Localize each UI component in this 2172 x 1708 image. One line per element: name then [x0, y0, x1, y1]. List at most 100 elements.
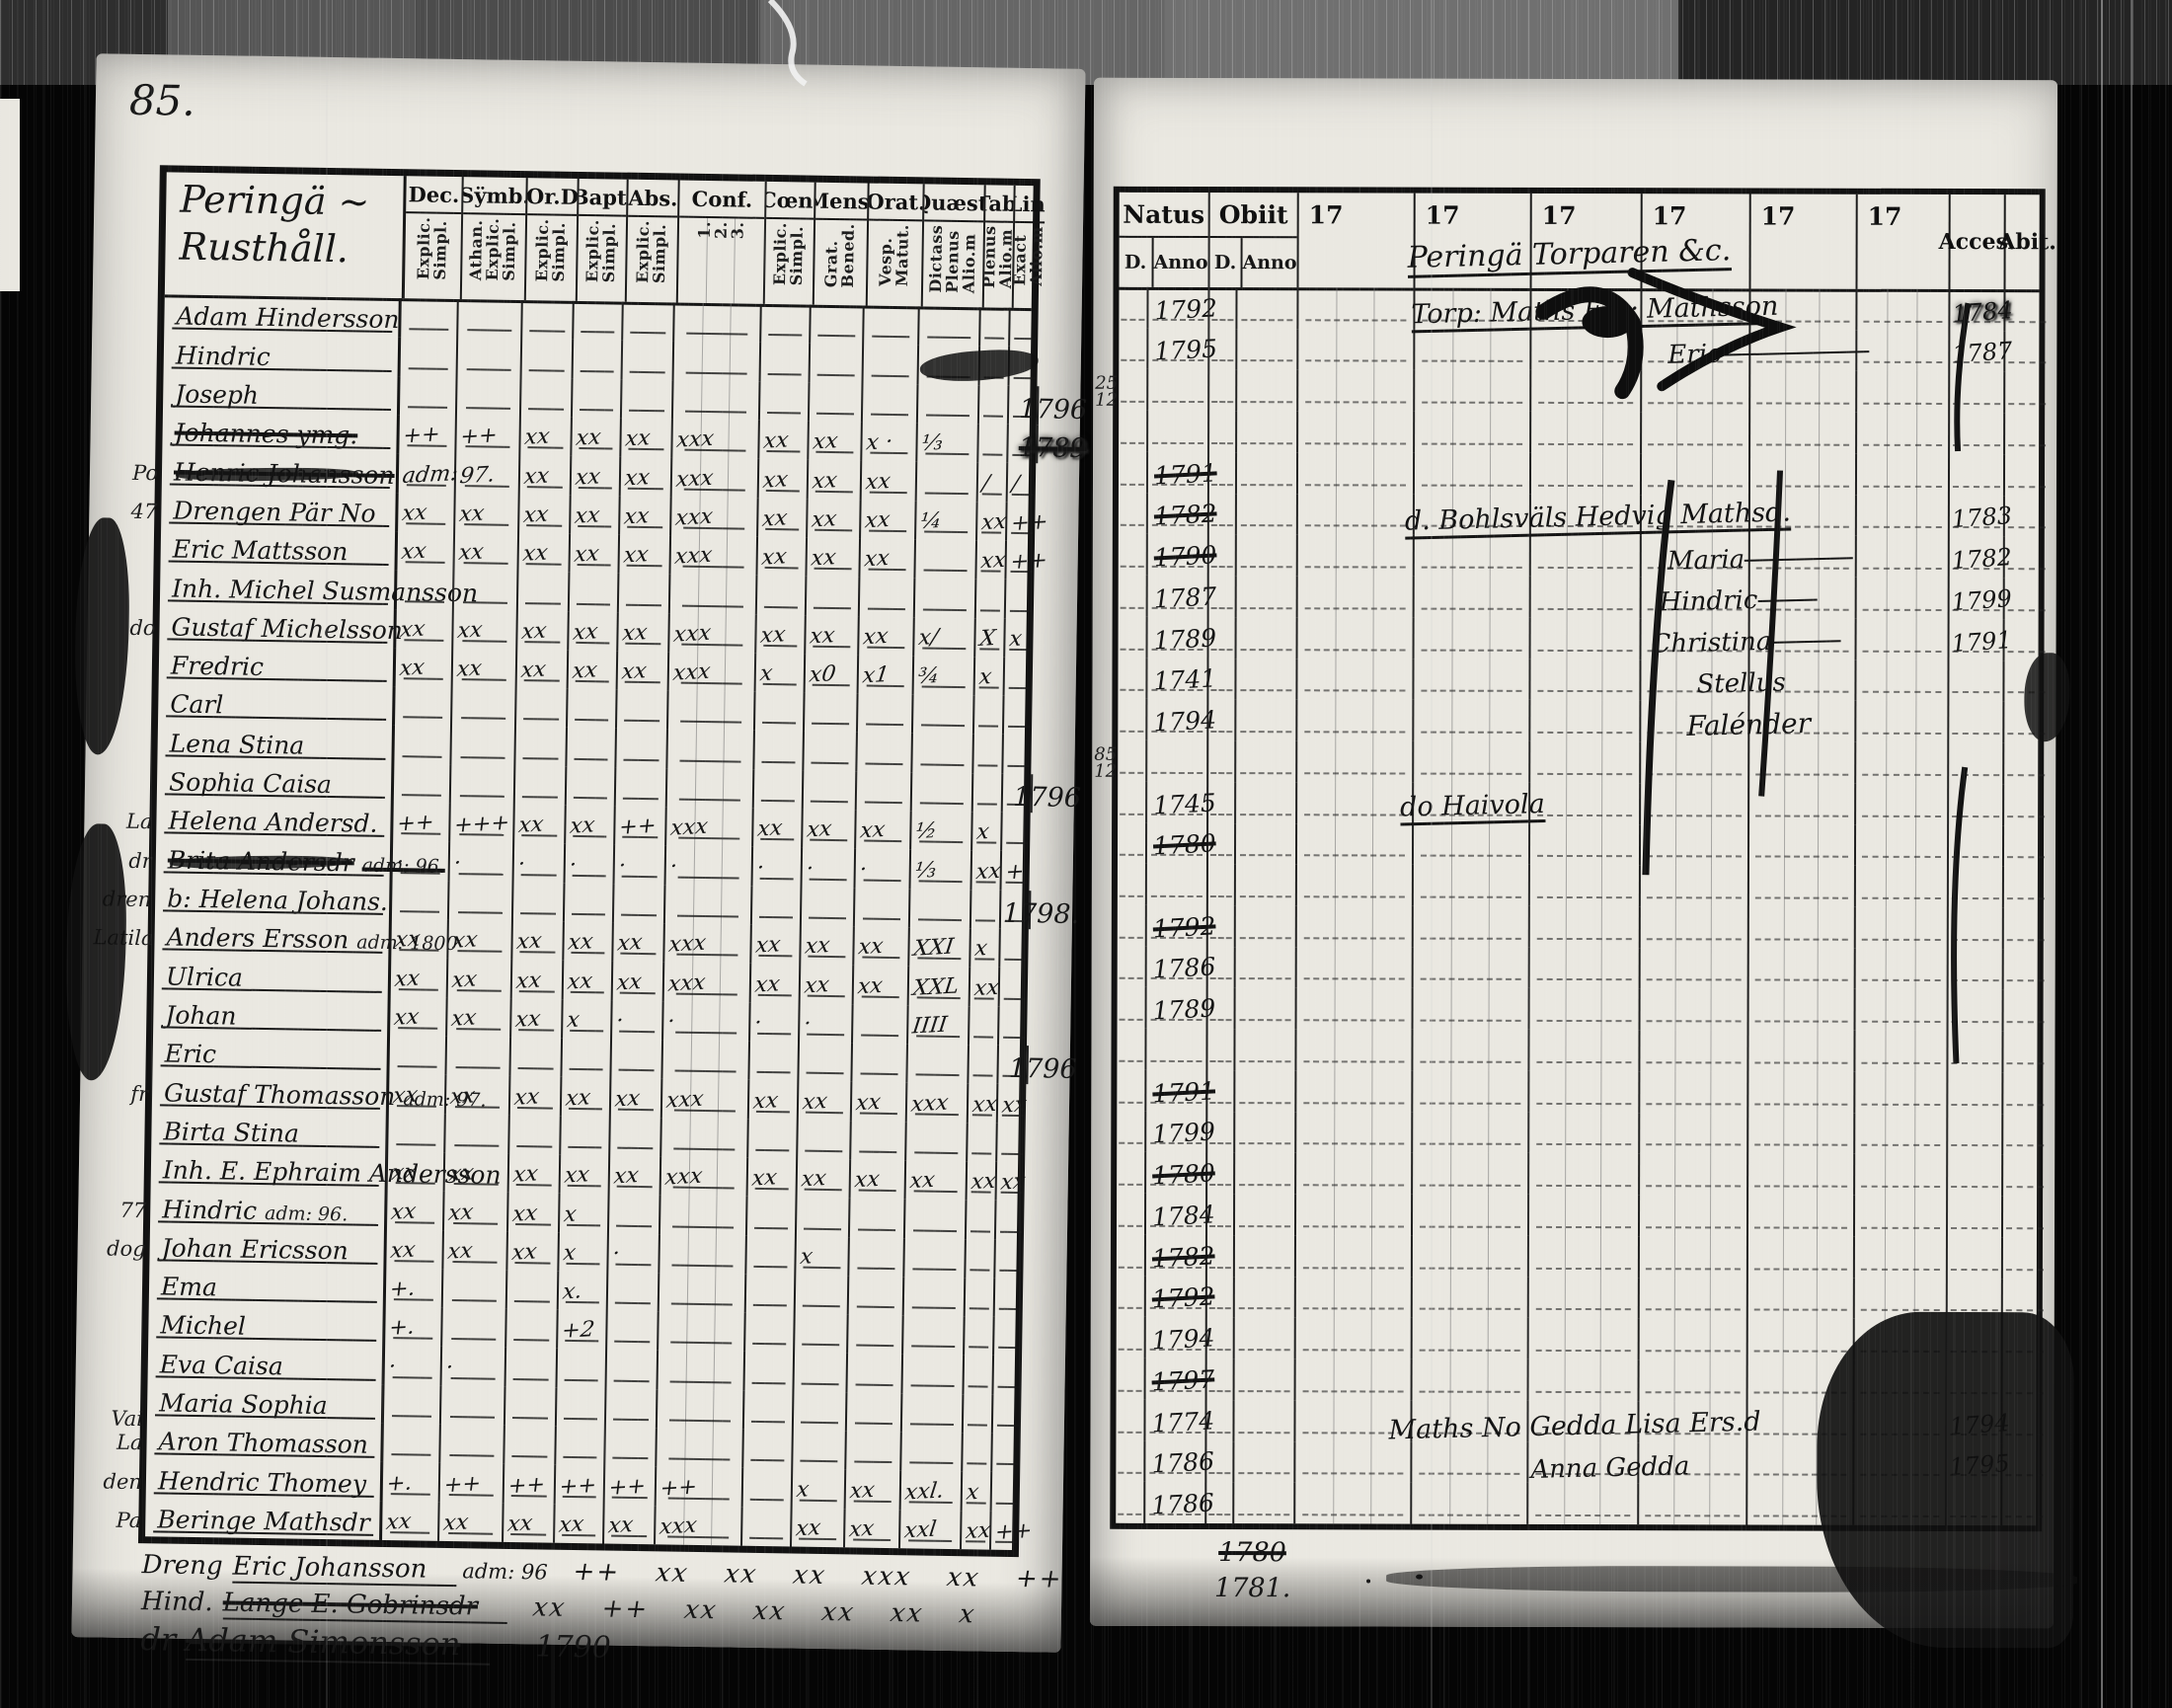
year-row: 1789 1791 — [1118, 616, 2039, 660]
grid-cell — [1530, 659, 1642, 701]
left-table-header: Peringä ~ Rusthåll. Dec. Explic. Simpl. Sÿ… — [164, 172, 1046, 312]
grid-cell — [1237, 328, 1299, 370]
communion-mark: xx — [620, 659, 649, 685]
natus-year: 1794 — [1152, 705, 1217, 738]
column-label: Tab. — [985, 185, 1014, 223]
name-cell: Johannes ymg. — [162, 411, 400, 454]
grid-cell — [1297, 452, 1416, 495]
name-cell: Johan Ericsson — [149, 1225, 387, 1269]
communion-mark: xx — [573, 503, 601, 529]
grid-cell — [2003, 1114, 2047, 1155]
mark-cell — [517, 572, 571, 612]
margin-note: den — [103, 1469, 143, 1494]
mark-cell: xx — [853, 965, 910, 1005]
communion-mark: xx — [863, 546, 892, 573]
mark-cell: xx — [618, 612, 670, 653]
mark-cell: xx — [504, 1503, 556, 1543]
year-row: 1799 — [1117, 1111, 2037, 1155]
mark-cell: adm: — [398, 453, 459, 494]
mark-cell: xx — [751, 924, 802, 965]
column-subhead: Dictass Plenus Alio.m — [923, 221, 983, 307]
abit-head: Abit. — [1998, 194, 2056, 289]
grid-cell — [1531, 329, 1643, 371]
communion-mark: xx — [615, 969, 644, 996]
mark-cell: xx — [439, 1502, 504, 1542]
mark-cell — [846, 1392, 903, 1433]
grid-cell — [1295, 1482, 1413, 1524]
grid-cell — [1528, 1441, 1640, 1484]
grid-cell — [1412, 1482, 1529, 1524]
grid-cell — [1639, 1318, 1748, 1360]
year-head: 17 — [1642, 194, 1751, 289]
acces-year: 1784 — [1951, 295, 2014, 328]
communion-mark: xx — [445, 1238, 475, 1265]
mark-cell: xx — [444, 1152, 510, 1194]
mark-cell: · — [752, 847, 804, 888]
grid-cell — [1639, 1195, 1749, 1237]
mark-cell: · — [449, 842, 515, 883]
communion-mark: +. — [388, 1276, 418, 1303]
mark-cell — [746, 1235, 797, 1276]
grid-cell: 1786 — [1146, 946, 1216, 988]
margin-note: 77 — [119, 1198, 147, 1222]
year-label: 17 — [1867, 201, 1902, 231]
communion-mark: xx — [970, 1091, 999, 1118]
year-row — [1117, 1029, 2037, 1073]
mark-cell — [448, 881, 514, 921]
year-label: 17 — [1760, 201, 1796, 231]
mark-cell: ++ — [504, 1464, 557, 1505]
grid-cell — [2004, 825, 2048, 867]
mark-cell — [963, 1393, 994, 1434]
mark-cell: xx — [390, 958, 449, 998]
mark-cell: xx — [512, 920, 565, 962]
person-name: Gustaf Michelsson — [171, 612, 404, 645]
mark-cell: xxx — [670, 535, 759, 577]
name-cell: Inh. E. Ephraim Andersson — [150, 1148, 502, 1192]
communion-mark: xx — [571, 619, 599, 646]
mark-cell — [605, 1427, 658, 1467]
mark-cell: ++ — [615, 806, 667, 846]
mark-cell — [914, 578, 977, 618]
mark-cell — [389, 1035, 448, 1076]
grid-cell — [2004, 990, 2048, 1032]
column-head-Qust: Quæst. Dictass Plenus Alio.m — [922, 184, 986, 308]
mark-cell: xx — [571, 456, 622, 497]
mark-cell — [658, 1350, 746, 1391]
column-subhead-text: Grat. Bened. — [821, 223, 859, 288]
grid-cell — [1118, 534, 1148, 577]
mark-cell: x — [755, 653, 807, 693]
acces-year: 1787 — [1951, 337, 2014, 369]
communion-mark: · — [611, 1241, 622, 1267]
communion-mark: xx — [446, 1200, 475, 1226]
name-cell: Gustaf Michelsson — [159, 604, 403, 648]
mark-cell — [451, 726, 516, 766]
mark-cell: xx — [797, 1158, 852, 1199]
communion-mark: ++ — [1008, 548, 1049, 576]
mark-cell — [912, 694, 975, 735]
left-page: 85. Peringä ~ Rusthåll. Dec. Explic. Simp… — [64, 53, 1370, 1666]
communion-mark: xxx — [658, 1513, 699, 1540]
village-title: Peringä ~ Rusthåll. — [179, 177, 370, 271]
person-name: Hindric adm: 96. — [162, 1194, 349, 1225]
name-cell: Hindric — [163, 333, 402, 376]
mark-cell: xx — [609, 1155, 662, 1196]
mark-cell — [851, 1120, 907, 1161]
adm-note: adm: 96. — [264, 1202, 349, 1225]
grid-cell — [1641, 659, 1750, 701]
grid-cell — [1148, 411, 1210, 452]
mark-cell: x0 — [805, 654, 860, 694]
grid-cell — [1118, 616, 1148, 659]
year-row — [1119, 410, 2039, 455]
communion-mark: ++ — [442, 1470, 483, 1498]
column-head-Lin: Lin. Exact Alio.m — [1014, 185, 1046, 308]
person-name: b: Helena Johans. — [166, 884, 389, 916]
grid-cell — [1640, 1030, 1749, 1072]
column-label: Or.D — [527, 178, 578, 216]
mark-cell: xx — [851, 1081, 908, 1122]
grid-cell — [1206, 1399, 1235, 1441]
grid-cell — [1529, 1070, 1641, 1113]
natus-year: 1782 — [1153, 499, 1218, 531]
communion-mark: xx — [441, 1510, 470, 1536]
grid-cell: 1774 — [1145, 1399, 1215, 1441]
communion-mark: x — [758, 660, 774, 687]
